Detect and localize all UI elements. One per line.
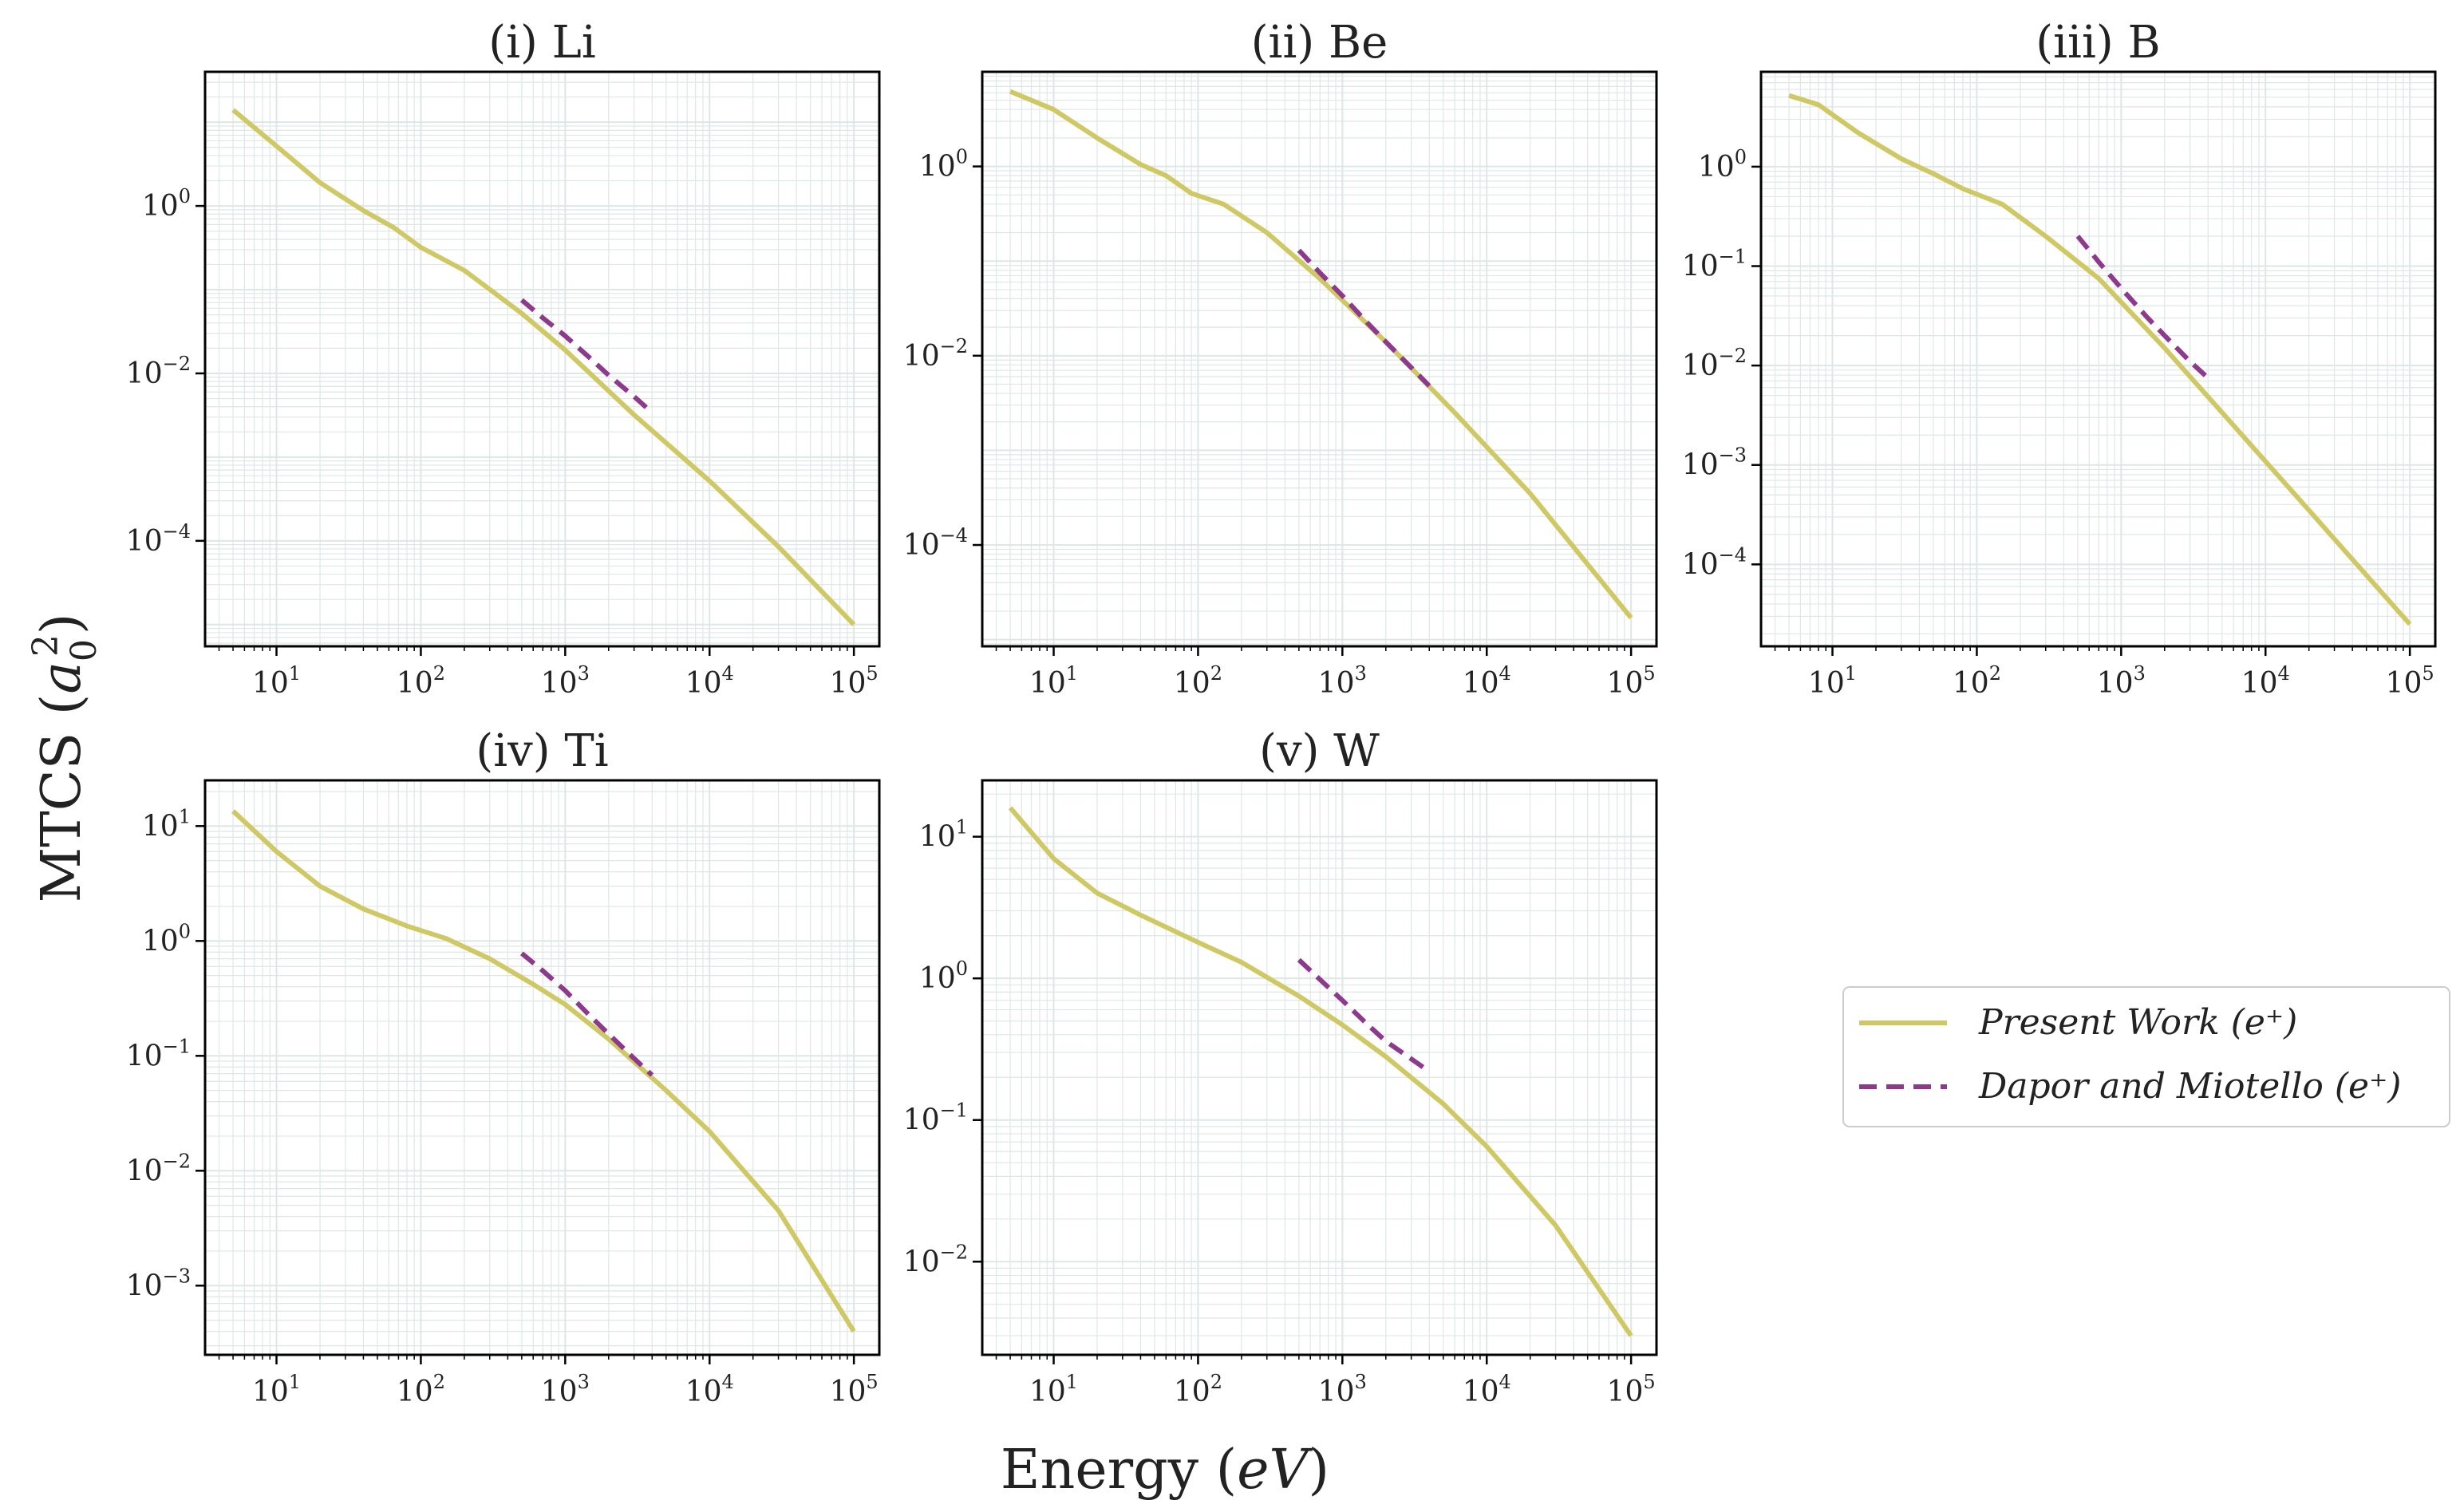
y-tick-label: 101 (142, 805, 191, 843)
y-tick-label: 100 (142, 185, 191, 223)
plot-area (1761, 72, 2435, 646)
x-tick-label: 101 (1029, 1371, 1078, 1408)
x-tick-label: 104 (1463, 662, 1511, 700)
series-line-present-work-e (231, 108, 856, 626)
grid (205, 71, 879, 646)
grid (1761, 71, 2435, 646)
x-tick-label: 105 (2386, 662, 2434, 700)
series-line-present-work-e (1009, 89, 1633, 620)
x-tick-label: 103 (2097, 662, 2146, 700)
y-tick-label: 10−4 (903, 524, 968, 562)
plot-area (982, 72, 1656, 646)
panel-1: 101 102 103 104 105 10−4 10−2 100 (i) Li (126, 17, 881, 700)
x-tick-label: 105 (830, 1371, 879, 1408)
panel-3: 101 102 103 104 105 10−4 10−3 10−2 10−1 100 (iii) … (1682, 17, 2437, 700)
axes-frame (1759, 70, 2437, 648)
legend: Present Work (e⁺) Dapor and Miotello (e⁺… (1842, 986, 2450, 1127)
y-tick-label: 10−3 (1682, 444, 1747, 482)
series-line-present-work-e (1788, 93, 2412, 626)
x-tick-label: 103 (541, 662, 590, 700)
x-tick-label: 101 (1029, 662, 1078, 700)
series-line-dapor-and-miotello-e (519, 951, 654, 1077)
axes-frame (981, 70, 1658, 648)
y-tick-label: 10−2 (126, 1150, 191, 1187)
y-tick-label: 10−1 (126, 1035, 191, 1072)
y-tick-label: 10−4 (1682, 543, 1747, 581)
grid (205, 780, 879, 1355)
x-tick-label: 105 (1607, 1371, 1656, 1408)
axes-frame (981, 779, 1658, 1356)
panel-title: (i) Li (488, 17, 596, 69)
x-tick-label: 103 (1318, 662, 1367, 700)
x-tick-label: 102 (397, 662, 445, 700)
series-line-present-work-e (1008, 806, 1633, 1337)
x-tick-label: 104 (1463, 1371, 1511, 1408)
y-tick-label: 100 (919, 957, 968, 995)
series-line-dapor-and-miotello-e (1297, 957, 1431, 1074)
grid (982, 71, 1656, 646)
x-tick-label: 102 (1174, 1371, 1222, 1408)
grid (982, 780, 1656, 1355)
plot-area (205, 780, 879, 1355)
legend-label-present-work: Present Work (e⁺) (1978, 1002, 2297, 1043)
x-tick-label: 103 (1318, 1371, 1367, 1408)
series-line-dapor-and-miotello-e (2075, 235, 2210, 380)
series-line-present-work-e (231, 809, 856, 1333)
panel-title: (iv) Ti (476, 725, 608, 777)
panel-title: (v) W (1259, 725, 1380, 777)
y-tick-label: 100 (919, 146, 968, 184)
y-tick-label: 10−2 (126, 353, 191, 390)
x-tick-label: 104 (2241, 662, 2290, 700)
series-line-dapor-and-miotello-e (1297, 248, 1431, 388)
x-tick-label: 101 (1808, 662, 1857, 700)
y-tick-label: 10−4 (126, 520, 191, 558)
plot-area (205, 72, 879, 646)
y-axis-label: MTCS (a02) (26, 614, 105, 903)
x-tick-label: 102 (397, 1371, 445, 1408)
x-tick-label: 101 (252, 662, 301, 700)
panel-2: 101 102 103 104 105 10−4 10−2 100 (ii) Be (903, 17, 1658, 700)
y-tick-label: 101 (919, 816, 968, 854)
y-tick-label: 10−1 (903, 1099, 968, 1137)
axes-frame (203, 779, 881, 1356)
y-tick-label: 10−2 (903, 1241, 968, 1278)
axes-frame (203, 70, 881, 648)
x-tick-label: 103 (541, 1371, 590, 1408)
y-tick-label: 10−1 (1682, 246, 1747, 283)
y-tick-label: 100 (142, 920, 191, 957)
panel-title: (iii) B (2036, 17, 2160, 69)
x-tick-label: 102 (1174, 662, 1222, 700)
y-tick-label: 100 (1698, 146, 1747, 184)
x-tick-label: 105 (830, 662, 879, 700)
x-tick-label: 104 (685, 1371, 734, 1408)
panel-4: 101 102 103 104 105 10−3 10−2 10−1 100 101 (iv) Ti (126, 725, 881, 1408)
panel-5: 101 102 103 104 105 10−2 10−1 100 101 (v) W (903, 725, 1658, 1408)
y-tick-label: 10−3 (126, 1265, 191, 1302)
legend-label-dapor-miotello: Dapor and Miotello (e⁺) (1978, 1066, 2401, 1107)
x-tick-label: 104 (685, 662, 734, 700)
x-tick-label: 105 (1607, 662, 1656, 700)
plot-area (982, 780, 1656, 1355)
x-tick-label: 102 (1953, 662, 2001, 700)
y-tick-label: 10−2 (1682, 345, 1747, 382)
panel-title: (ii) Be (1251, 17, 1388, 69)
series-line-dapor-and-miotello-e (519, 298, 654, 415)
y-tick-label: 10−2 (903, 335, 968, 373)
x-tick-label: 101 (252, 1371, 301, 1408)
x-axis-label: Energy (eV) (1001, 1439, 1329, 1502)
legend-box (1842, 986, 2450, 1127)
